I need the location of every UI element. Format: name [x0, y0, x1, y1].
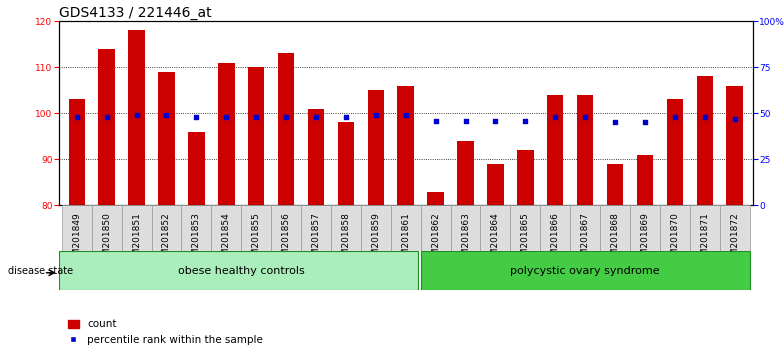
- Text: GSM201862: GSM201862: [431, 212, 440, 267]
- Bar: [122, 205, 151, 251]
- Text: GSM201857: GSM201857: [311, 212, 321, 267]
- Bar: [690, 205, 720, 251]
- Point: [71, 114, 83, 120]
- Bar: [660, 205, 690, 251]
- Text: GSM201863: GSM201863: [461, 212, 470, 267]
- Text: GSM201851: GSM201851: [132, 212, 141, 267]
- Bar: [218, 63, 234, 205]
- Bar: [666, 99, 683, 205]
- Bar: [212, 205, 241, 251]
- Text: GSM201853: GSM201853: [192, 212, 201, 267]
- Bar: [570, 205, 600, 251]
- Bar: [308, 109, 325, 205]
- Bar: [427, 192, 444, 205]
- Text: GSM201858: GSM201858: [341, 212, 350, 267]
- Bar: [421, 251, 750, 290]
- Point: [669, 114, 681, 120]
- Bar: [248, 67, 264, 205]
- Point: [728, 116, 741, 122]
- Bar: [600, 205, 630, 251]
- Point: [519, 118, 532, 124]
- Text: GSM201868: GSM201868: [611, 212, 619, 267]
- Bar: [481, 205, 510, 251]
- Text: GSM201866: GSM201866: [550, 212, 560, 267]
- Bar: [271, 205, 301, 251]
- Bar: [338, 122, 354, 205]
- Point: [489, 118, 502, 124]
- Bar: [517, 150, 534, 205]
- Bar: [278, 53, 294, 205]
- Text: GSM201859: GSM201859: [372, 212, 380, 267]
- Bar: [241, 205, 271, 251]
- Text: GSM201867: GSM201867: [581, 212, 590, 267]
- Bar: [451, 205, 481, 251]
- Bar: [421, 205, 451, 251]
- Bar: [99, 49, 115, 205]
- Bar: [457, 141, 474, 205]
- Bar: [181, 205, 212, 251]
- Bar: [129, 30, 145, 205]
- Point: [579, 114, 591, 120]
- Bar: [577, 95, 593, 205]
- Bar: [397, 86, 414, 205]
- Legend: count, percentile rank within the sample: count, percentile rank within the sample: [64, 315, 267, 349]
- Bar: [59, 251, 418, 290]
- Text: GSM201871: GSM201871: [700, 212, 710, 267]
- Point: [310, 114, 322, 120]
- Text: GSM201850: GSM201850: [102, 212, 111, 267]
- Text: GDS4133 / 221446_at: GDS4133 / 221446_at: [59, 6, 212, 20]
- Text: GSM201856: GSM201856: [281, 212, 291, 267]
- Bar: [540, 205, 570, 251]
- Point: [339, 114, 352, 120]
- Point: [100, 114, 113, 120]
- Text: GSM201849: GSM201849: [72, 212, 82, 267]
- Point: [160, 112, 172, 118]
- Text: GSM201872: GSM201872: [730, 212, 739, 267]
- Point: [190, 114, 202, 120]
- Point: [639, 120, 652, 125]
- Point: [430, 118, 442, 124]
- Text: GSM201854: GSM201854: [222, 212, 230, 267]
- Text: GSM201870: GSM201870: [670, 212, 680, 267]
- Bar: [62, 205, 92, 251]
- Bar: [637, 155, 653, 205]
- Text: disease state: disease state: [8, 266, 73, 276]
- Point: [250, 114, 263, 120]
- Bar: [368, 90, 384, 205]
- Bar: [390, 205, 421, 251]
- Bar: [487, 164, 503, 205]
- Point: [130, 112, 143, 118]
- Text: GSM201852: GSM201852: [162, 212, 171, 267]
- Text: GSM201865: GSM201865: [521, 212, 530, 267]
- Point: [369, 112, 382, 118]
- Bar: [301, 205, 331, 251]
- Text: obese healthy controls: obese healthy controls: [178, 266, 305, 276]
- Bar: [510, 205, 540, 251]
- Bar: [92, 205, 122, 251]
- Bar: [151, 205, 181, 251]
- Point: [549, 114, 561, 120]
- Point: [609, 120, 622, 125]
- Point: [220, 114, 233, 120]
- Point: [280, 114, 292, 120]
- Bar: [727, 86, 743, 205]
- Bar: [547, 95, 564, 205]
- Bar: [607, 164, 623, 205]
- Text: GSM201861: GSM201861: [401, 212, 410, 267]
- Text: GSM201855: GSM201855: [252, 212, 261, 267]
- Point: [459, 118, 472, 124]
- Bar: [630, 205, 660, 251]
- Text: GSM201869: GSM201869: [641, 212, 649, 267]
- Bar: [720, 205, 750, 251]
- Bar: [158, 72, 175, 205]
- Bar: [331, 205, 361, 251]
- Text: polycystic ovary syndrome: polycystic ovary syndrome: [510, 266, 660, 276]
- Point: [399, 112, 412, 118]
- Point: [699, 114, 711, 120]
- Bar: [361, 205, 390, 251]
- Bar: [696, 76, 713, 205]
- Text: GSM201864: GSM201864: [491, 212, 500, 267]
- Bar: [68, 99, 85, 205]
- Bar: [188, 132, 205, 205]
